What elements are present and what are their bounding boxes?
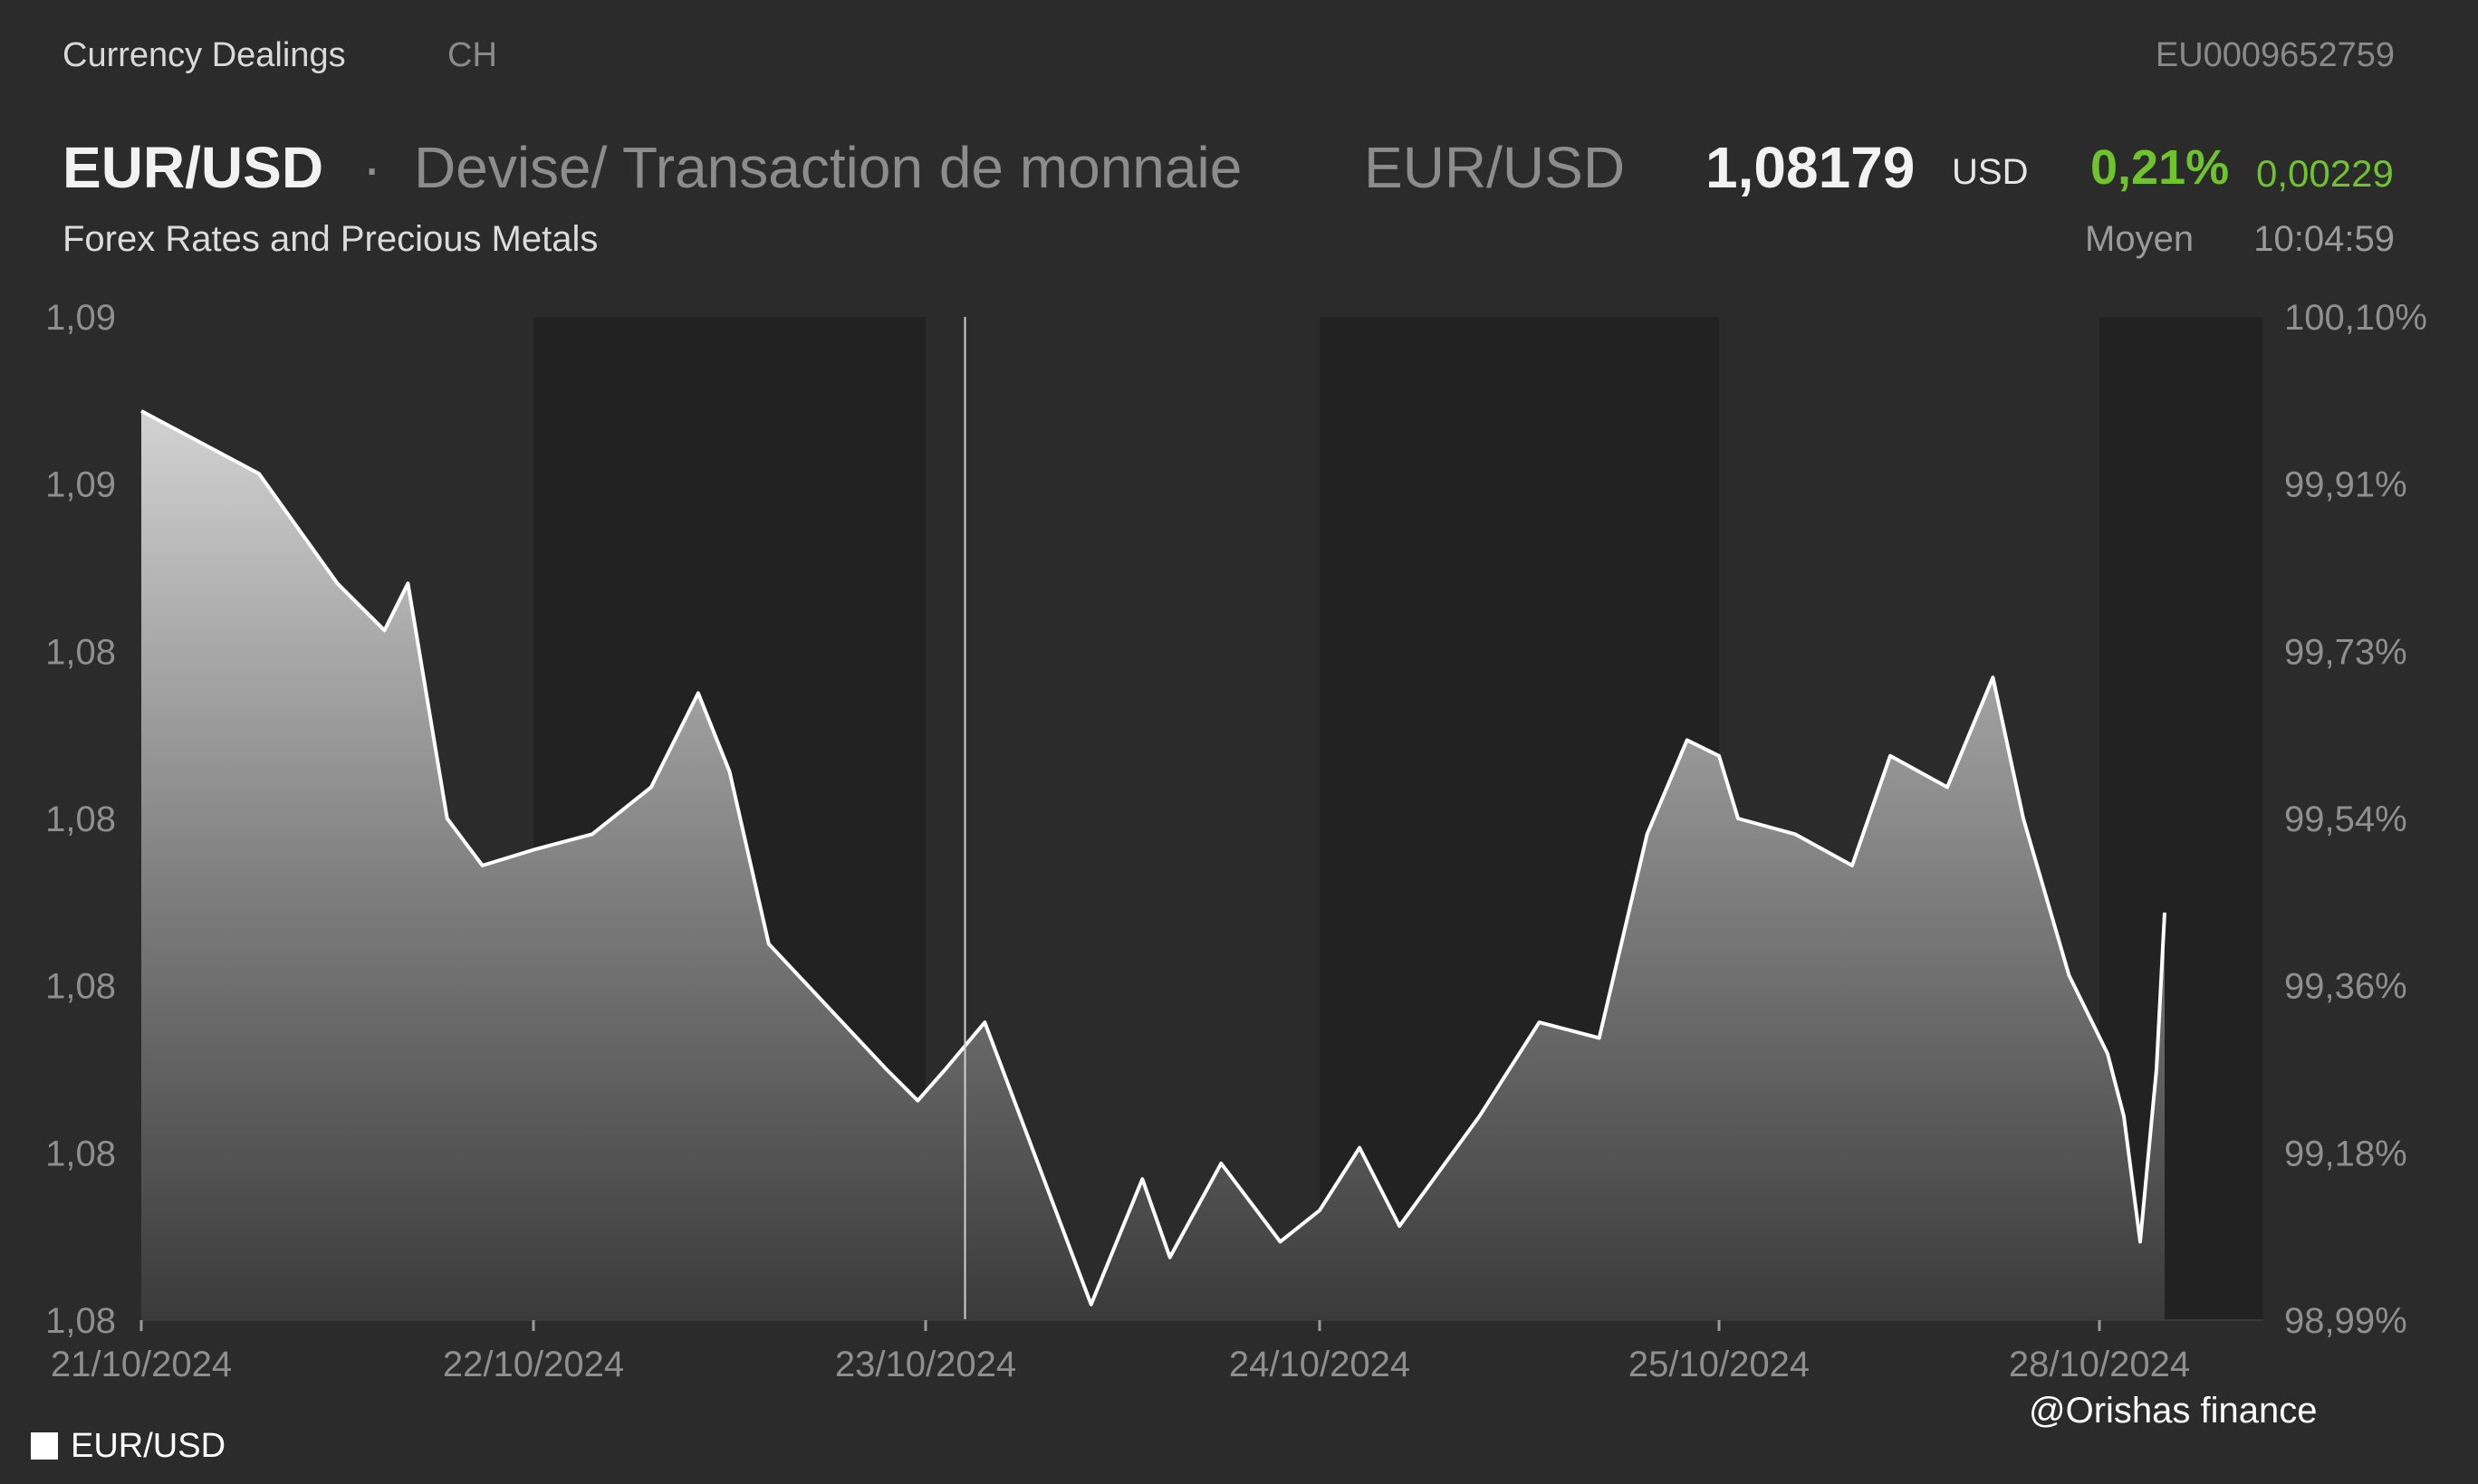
- y-right-tick-label: 98,99%: [2284, 1301, 2407, 1341]
- change-percent: 0,21%: [2090, 140, 2230, 195]
- y-left-tick-label: 1,09: [45, 298, 116, 338]
- x-tick-label: 22/10/2024: [443, 1345, 624, 1384]
- instrument-pair-secondary: EUR/USD: [1364, 135, 1626, 200]
- section-label: Currency Dealings: [62, 36, 346, 74]
- y-left-tick-label: 1,09: [45, 465, 116, 505]
- series-line-eur-usd: [140, 409, 2166, 1307]
- watermark: @Orishas finance: [2029, 1391, 2318, 1431]
- country-code: CH: [447, 36, 497, 74]
- x-tick-label: 21/10/2024: [51, 1345, 232, 1384]
- last-price: 1,08179: [1705, 135, 1916, 200]
- category-label: Forex Rates and Precious Metals: [62, 219, 599, 259]
- y-right-tick-label: 99,54%: [2284, 799, 2407, 839]
- y-right-tick-label: 100,10%: [2284, 298, 2427, 338]
- y-right-tick-label: 99,73%: [2284, 632, 2407, 672]
- x-tick-label: 28/10/2024: [2009, 1345, 2190, 1384]
- x-tick-label: 25/10/2024: [1628, 1345, 1810, 1384]
- price-currency: USD: [1952, 152, 2029, 192]
- x-tick-label: 24/10/2024: [1229, 1345, 1410, 1384]
- y-left-tick-label: 1,08: [45, 632, 116, 672]
- price-type-label: Moyen: [2085, 219, 2195, 259]
- title-separator: ·: [362, 135, 382, 200]
- y-right-tick-label: 99,18%: [2284, 1134, 2407, 1173]
- series-area-eur-usd: [141, 410, 2165, 1320]
- x-tick-label: 23/10/2024: [835, 1345, 1016, 1384]
- y-right-tick-label: 99,91%: [2284, 465, 2407, 505]
- y-left-tick-label: 1,08: [45, 799, 116, 839]
- legend-swatch: [31, 1432, 58, 1460]
- y-left-tick-label: 1,08: [45, 1134, 116, 1173]
- page-title: EUR/USD: [62, 135, 324, 200]
- y-left-tick-label: 1,08: [45, 967, 116, 1007]
- y-right-tick-label: 99,36%: [2284, 967, 2407, 1007]
- change-absolute: 0,00229: [2256, 152, 2394, 195]
- instrument-description: Devise/ Transaction de monnaie: [414, 135, 1243, 200]
- legend-label[interactable]: EUR/USD: [71, 1427, 226, 1465]
- y-left-tick-label: 1,08: [45, 1301, 116, 1341]
- isin-code: EU0009652759: [2155, 36, 2395, 74]
- quote-time: 10:04:59: [2253, 219, 2395, 259]
